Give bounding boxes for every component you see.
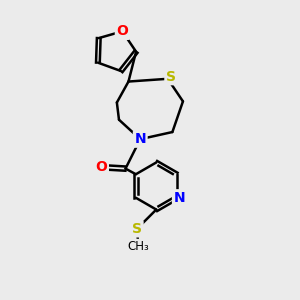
Text: CH₃: CH₃: [128, 240, 149, 253]
Text: O: O: [95, 160, 107, 174]
Text: S: S: [166, 70, 176, 84]
Text: N: N: [173, 191, 185, 205]
Text: N: N: [134, 132, 146, 146]
Text: S: S: [132, 222, 142, 236]
Text: O: O: [116, 24, 128, 38]
